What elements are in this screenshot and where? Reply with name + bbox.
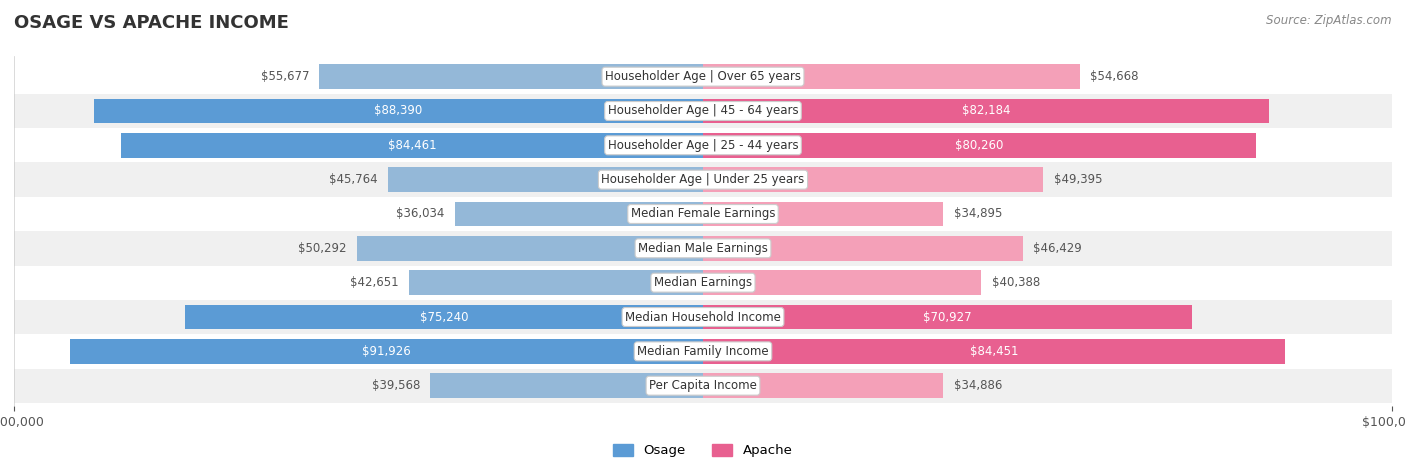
Legend: Osage, Apache: Osage, Apache <box>609 439 797 463</box>
Text: Per Capita Income: Per Capita Income <box>650 379 756 392</box>
Bar <box>357 236 703 261</box>
Bar <box>703 64 1080 89</box>
Text: Householder Age | 45 - 64 years: Householder Age | 45 - 64 years <box>607 105 799 118</box>
Bar <box>703 373 943 398</box>
Text: $80,260: $80,260 <box>955 139 1004 152</box>
Text: $75,240: $75,240 <box>419 311 468 324</box>
Bar <box>14 163 1392 197</box>
Text: $50,292: $50,292 <box>298 242 346 255</box>
Bar <box>409 270 703 295</box>
Text: $54,668: $54,668 <box>1090 70 1139 83</box>
Bar <box>703 339 1285 364</box>
Bar <box>14 334 1392 368</box>
Text: $70,927: $70,927 <box>922 311 972 324</box>
Text: $88,390: $88,390 <box>374 105 423 118</box>
Text: $84,451: $84,451 <box>970 345 1018 358</box>
Text: $40,388: $40,388 <box>991 276 1040 289</box>
Text: $84,461: $84,461 <box>388 139 436 152</box>
Text: $36,034: $36,034 <box>396 207 444 220</box>
Text: Householder Age | Under 25 years: Householder Age | Under 25 years <box>602 173 804 186</box>
Bar <box>14 197 1392 231</box>
Bar <box>14 300 1392 334</box>
Bar <box>388 167 703 192</box>
Bar <box>703 133 1256 158</box>
Text: Median Female Earnings: Median Female Earnings <box>631 207 775 220</box>
Text: $55,677: $55,677 <box>260 70 309 83</box>
Bar <box>454 202 703 226</box>
Bar <box>703 304 1192 329</box>
Text: $49,395: $49,395 <box>1053 173 1102 186</box>
Bar <box>319 64 703 89</box>
Text: Median Male Earnings: Median Male Earnings <box>638 242 768 255</box>
Text: Median Family Income: Median Family Income <box>637 345 769 358</box>
Text: Householder Age | Over 65 years: Householder Age | Over 65 years <box>605 70 801 83</box>
Bar <box>14 266 1392 300</box>
Text: $34,895: $34,895 <box>953 207 1002 220</box>
Text: $91,926: $91,926 <box>361 345 411 358</box>
Text: $45,764: $45,764 <box>329 173 377 186</box>
Bar <box>703 270 981 295</box>
Bar <box>94 99 703 123</box>
Bar <box>14 94 1392 128</box>
Bar <box>430 373 703 398</box>
Text: Householder Age | 25 - 44 years: Householder Age | 25 - 44 years <box>607 139 799 152</box>
Text: Source: ZipAtlas.com: Source: ZipAtlas.com <box>1267 14 1392 27</box>
Text: OSAGE VS APACHE INCOME: OSAGE VS APACHE INCOME <box>14 14 290 32</box>
Text: Median Household Income: Median Household Income <box>626 311 780 324</box>
Bar <box>703 236 1024 261</box>
Bar <box>70 339 703 364</box>
Bar <box>121 133 703 158</box>
Bar <box>703 99 1270 123</box>
Bar <box>14 59 1392 94</box>
Bar <box>703 167 1043 192</box>
Text: $34,886: $34,886 <box>953 379 1002 392</box>
Text: $42,651: $42,651 <box>350 276 399 289</box>
Text: $39,568: $39,568 <box>371 379 420 392</box>
Text: Median Earnings: Median Earnings <box>654 276 752 289</box>
Bar <box>184 304 703 329</box>
Bar <box>14 231 1392 266</box>
Text: $46,429: $46,429 <box>1033 242 1083 255</box>
Bar <box>703 202 943 226</box>
Bar <box>14 368 1392 403</box>
Bar <box>14 128 1392 163</box>
Text: $82,184: $82,184 <box>962 105 1011 118</box>
